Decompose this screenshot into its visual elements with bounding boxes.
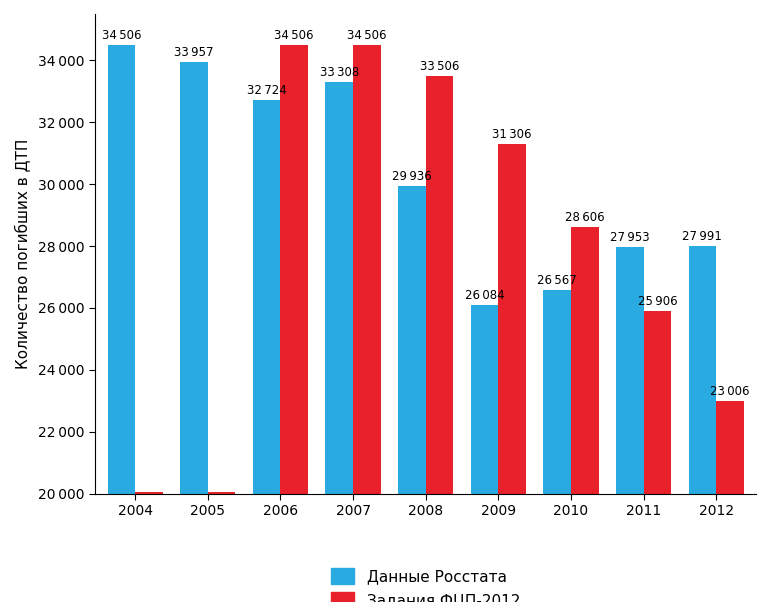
Text: 25 906: 25 906	[638, 295, 677, 308]
Bar	[136, 492, 162, 494]
Text: 33 506: 33 506	[420, 60, 459, 72]
Text: 26 567: 26 567	[537, 275, 577, 287]
Text: 33 308: 33 308	[320, 66, 359, 79]
Bar	[426, 76, 454, 494]
Text: 34 506: 34 506	[102, 28, 141, 42]
Bar	[353, 45, 380, 494]
Bar	[616, 247, 644, 494]
Legend: Данные Росстата, Задания ФЦП-2012: Данные Росстата, Задания ФЦП-2012	[331, 568, 520, 602]
Bar	[253, 100, 280, 494]
Bar	[544, 290, 571, 494]
Bar	[644, 311, 671, 494]
Text: 26 084: 26 084	[464, 289, 504, 302]
Bar	[571, 228, 598, 494]
Bar	[470, 305, 498, 494]
Bar	[716, 400, 744, 494]
Bar	[180, 61, 208, 494]
Text: 27 991: 27 991	[682, 230, 722, 243]
Text: 31 306: 31 306	[492, 128, 532, 141]
Bar	[498, 144, 526, 494]
Text: 34 506: 34 506	[347, 28, 387, 42]
Text: 28 606: 28 606	[565, 211, 604, 224]
Bar	[108, 45, 136, 494]
Text: 34 506: 34 506	[274, 28, 314, 42]
Y-axis label: Количество погибших в ДТП: Количество погибших в ДТП	[14, 138, 30, 369]
Bar	[398, 186, 426, 494]
Bar	[208, 492, 236, 494]
Bar	[326, 82, 353, 494]
Bar	[688, 246, 716, 494]
Text: 23 006: 23 006	[710, 385, 750, 397]
Text: 33 957: 33 957	[174, 46, 214, 58]
Text: 27 953: 27 953	[610, 231, 650, 244]
Bar	[280, 45, 308, 494]
Text: 32 724: 32 724	[246, 84, 286, 97]
Text: 29 936: 29 936	[392, 170, 432, 183]
